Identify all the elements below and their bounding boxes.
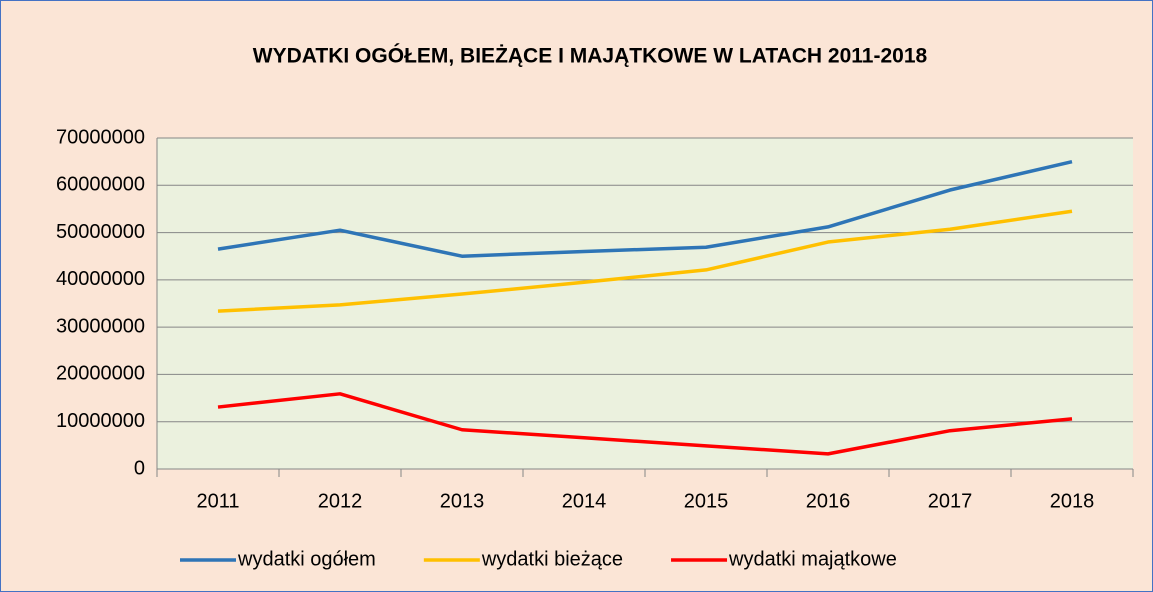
x-tick-label: 2015 (684, 490, 729, 512)
legend-label: wydatki ogółem (237, 548, 376, 570)
x-tick-label: 2016 (806, 490, 851, 512)
y-tick-label: 30000000 (56, 315, 145, 337)
y-tick-label: 20000000 (56, 363, 145, 385)
y-tick-label: 40000000 (56, 268, 145, 290)
legend-label: wydatki bieżące (481, 548, 623, 570)
x-tick-label: 2012 (318, 490, 363, 512)
x-tick-label: 2018 (1050, 490, 1095, 512)
plot-area (157, 138, 1133, 469)
series-line (217, 159, 1073, 258)
series-line (217, 209, 1073, 313)
chart-title: WYDATKI OGÓŁEM, BIEŻĄCE I MAJĄTKOWE W LA… (253, 44, 928, 68)
series-line (217, 392, 1073, 456)
x-tick-label: 2014 (562, 490, 607, 512)
y-tick-label: 70000000 (56, 126, 145, 148)
y-tick-label: 60000000 (56, 174, 145, 196)
y-tick-label: 0 (134, 457, 145, 479)
x-tick-label: 2011 (196, 490, 239, 512)
x-tick-label: 2013 (440, 490, 485, 512)
y-tick-label: 50000000 (56, 221, 145, 243)
legend-label: wydatki majątkowe (728, 548, 897, 570)
y-tick-label: 10000000 (56, 410, 145, 432)
x-tick-label: 2017 (928, 490, 973, 512)
